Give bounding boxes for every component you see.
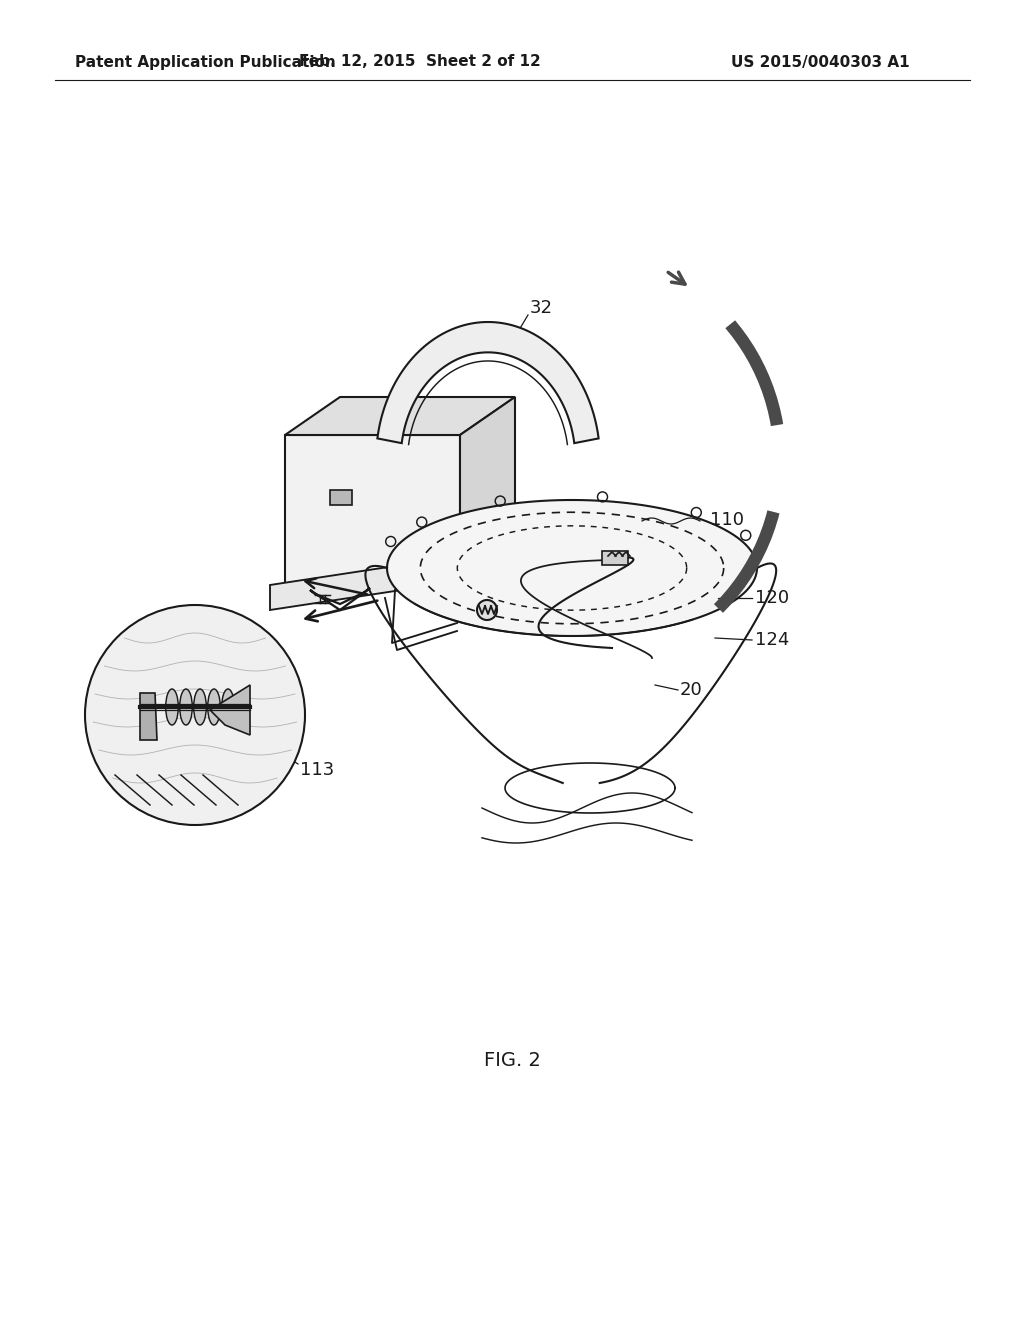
Text: Patent Application Publication: Patent Application Publication bbox=[75, 54, 336, 70]
Polygon shape bbox=[285, 397, 515, 436]
Text: 111: 111 bbox=[148, 659, 182, 677]
Text: 20: 20 bbox=[680, 681, 702, 700]
Text: FIG. 2: FIG. 2 bbox=[483, 1051, 541, 1069]
Text: US 2015/0040303 A1: US 2015/0040303 A1 bbox=[731, 54, 909, 70]
Polygon shape bbox=[602, 550, 628, 565]
Bar bbox=[330, 490, 352, 506]
Ellipse shape bbox=[166, 689, 178, 725]
Polygon shape bbox=[285, 436, 460, 585]
Polygon shape bbox=[378, 322, 599, 444]
Text: 112: 112 bbox=[155, 636, 189, 653]
Text: 110: 110 bbox=[710, 511, 744, 529]
Text: 110: 110 bbox=[215, 781, 249, 799]
Circle shape bbox=[477, 601, 497, 620]
Polygon shape bbox=[387, 500, 757, 636]
Text: 32: 32 bbox=[530, 300, 553, 317]
Ellipse shape bbox=[208, 689, 220, 725]
Ellipse shape bbox=[179, 689, 193, 725]
Text: Feb. 12, 2015  Sheet 2 of 12: Feb. 12, 2015 Sheet 2 of 12 bbox=[299, 54, 541, 70]
Polygon shape bbox=[210, 685, 250, 735]
Ellipse shape bbox=[194, 689, 206, 725]
Circle shape bbox=[85, 605, 305, 825]
Text: 113: 113 bbox=[300, 762, 334, 779]
Polygon shape bbox=[270, 546, 520, 610]
Text: 124: 124 bbox=[755, 631, 790, 649]
Polygon shape bbox=[460, 397, 515, 585]
Text: 120: 120 bbox=[755, 589, 790, 607]
Polygon shape bbox=[140, 693, 157, 741]
Ellipse shape bbox=[222, 689, 234, 725]
